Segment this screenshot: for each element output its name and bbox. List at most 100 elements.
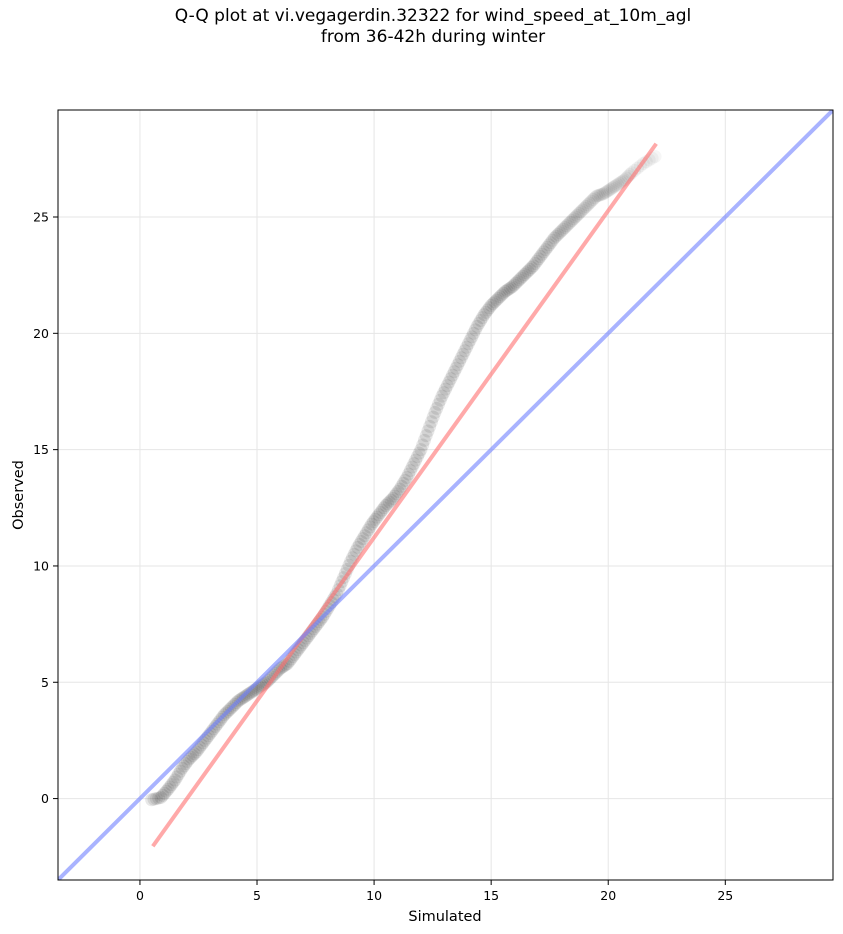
- data-point: [607, 180, 621, 194]
- data-point: [395, 479, 409, 493]
- data-point: [417, 433, 431, 447]
- data-point: [384, 493, 398, 507]
- y-tick-label: 25: [33, 210, 49, 225]
- data-point: [549, 229, 563, 243]
- data-point: [154, 790, 168, 804]
- data-point: [586, 193, 600, 207]
- data-point: [424, 415, 438, 429]
- data-point: [493, 290, 507, 304]
- data-point: [565, 213, 579, 227]
- data-point: [512, 273, 526, 287]
- data-point: [372, 508, 386, 522]
- data-point: [442, 375, 456, 389]
- data-point: [500, 283, 514, 297]
- data-point: [352, 537, 366, 551]
- data-point: [593, 188, 607, 202]
- data-point: [435, 389, 449, 403]
- data-point: [208, 719, 222, 733]
- data-point: [428, 405, 442, 419]
- y-tick-label: 5: [41, 675, 49, 690]
- x-tick-label: 10: [366, 888, 382, 903]
- data-point: [496, 286, 510, 300]
- data-point: [173, 764, 187, 778]
- y-tick-label: 0: [41, 791, 49, 806]
- data-point: [147, 792, 161, 806]
- data-point: [597, 187, 611, 201]
- data-point: [460, 340, 474, 354]
- data-point: [465, 330, 479, 344]
- data-point: [560, 219, 574, 233]
- y-axis-label: Observed: [11, 460, 27, 530]
- x-tick-label: 15: [483, 888, 499, 903]
- data-point: [391, 485, 405, 499]
- data-point: [591, 188, 605, 202]
- y-tick-label: 15: [33, 442, 49, 457]
- data-point: [358, 529, 372, 543]
- data-point: [491, 291, 505, 305]
- data-point: [539, 243, 553, 257]
- data-point: [165, 778, 179, 792]
- data-point: [187, 747, 201, 761]
- data-point: [605, 181, 619, 195]
- data-point: [398, 473, 412, 487]
- x-tick-label: 25: [717, 888, 733, 903]
- data-point: [242, 687, 256, 701]
- data-point: [581, 198, 595, 212]
- data-point: [405, 460, 419, 474]
- data-point: [449, 361, 463, 375]
- data-point: [456, 347, 470, 361]
- data-point: [240, 688, 254, 702]
- data-point: [461, 337, 475, 351]
- data-point: [486, 297, 500, 311]
- data-point: [381, 497, 395, 511]
- x-tick-label: 5: [253, 888, 261, 903]
- data-point: [410, 450, 424, 464]
- data-point: [525, 261, 539, 275]
- data-point: [168, 773, 182, 787]
- data-point: [510, 275, 524, 289]
- data-point: [177, 759, 191, 773]
- data-point: [582, 196, 596, 210]
- scatter-points: [145, 159, 647, 807]
- data-point: [402, 467, 416, 481]
- data-point: [479, 305, 493, 319]
- data-point: [472, 316, 486, 330]
- fit-line: [151, 142, 658, 848]
- data-point: [604, 182, 618, 196]
- data-point: [186, 749, 200, 763]
- data-point: [570, 208, 584, 222]
- data-point: [363, 520, 377, 534]
- grid-lines: [58, 110, 833, 880]
- data-point: [423, 419, 437, 433]
- data-point: [482, 301, 496, 315]
- data-point: [393, 482, 407, 496]
- data-point: [602, 183, 616, 197]
- data-point: [537, 245, 551, 259]
- data-point: [530, 254, 544, 268]
- data-point: [426, 410, 440, 424]
- data-point: [477, 308, 491, 322]
- data-point: [421, 424, 435, 438]
- data-point: [484, 298, 498, 312]
- data-point: [470, 319, 484, 333]
- data-point: [161, 782, 175, 796]
- chart-title-line-2: from 36-42h during winter: [320, 27, 546, 47]
- data-point: [572, 207, 586, 221]
- data-point: [526, 259, 540, 273]
- data-point: [375, 503, 389, 517]
- chart-title: Q-Q plot at vi.vegagerdin.32322 for wind…: [0, 6, 843, 48]
- data-point: [172, 767, 186, 781]
- data-point: [159, 784, 173, 798]
- data-point: [158, 786, 172, 800]
- y-tick-label: 10: [33, 558, 49, 573]
- data-point: [409, 453, 423, 467]
- data-point: [568, 210, 582, 224]
- identity-line: [58, 110, 833, 880]
- data-point: [567, 212, 581, 226]
- data-point: [163, 780, 177, 794]
- data-point: [451, 358, 465, 372]
- data-point: [367, 515, 381, 529]
- data-point: [407, 457, 421, 471]
- data-point: [419, 429, 433, 443]
- data-point: [612, 176, 626, 190]
